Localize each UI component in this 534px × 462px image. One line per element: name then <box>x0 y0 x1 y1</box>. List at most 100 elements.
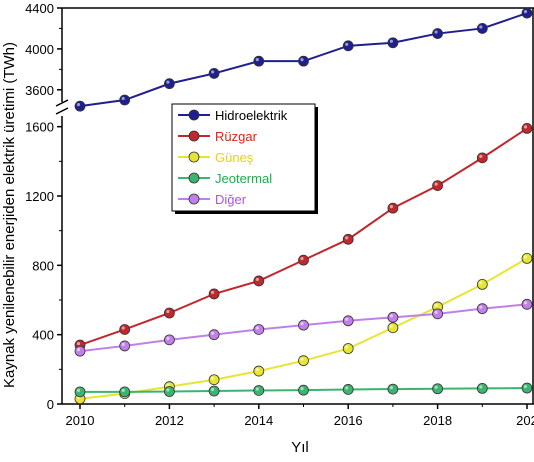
y-tick-label-lower: 0 <box>47 397 54 412</box>
data-point-highlight <box>300 357 304 361</box>
data-point <box>208 329 220 341</box>
legend-marker <box>188 193 200 205</box>
data-point-highlight <box>166 309 170 314</box>
data-point-highlight <box>76 341 81 346</box>
data-point <box>342 384 354 395</box>
data-point <box>387 37 399 49</box>
x-tick-label: 2010 <box>66 413 95 428</box>
data-point-highlight <box>211 290 215 295</box>
legend-marker <box>188 130 200 142</box>
data-point-highlight <box>211 331 215 335</box>
data-point-highlight <box>479 154 483 158</box>
data-point <box>476 382 488 394</box>
data-point-highlight <box>523 301 528 305</box>
data-point-highlight <box>76 348 81 352</box>
x-tick-label: 2018 <box>423 413 452 428</box>
data-point-highlight <box>434 303 438 308</box>
legend-marker <box>188 172 200 184</box>
legend-label: Rüzgar <box>215 129 258 144</box>
data-point <box>387 322 399 334</box>
y-tick-label-upper: 3600 <box>25 83 54 98</box>
y-tick-label-lower: 1600 <box>25 120 54 135</box>
data-point <box>163 334 175 346</box>
y-tick-label-lower: 400 <box>32 328 54 343</box>
axis-break-mark <box>55 107 69 115</box>
data-point-highlight <box>300 257 304 261</box>
data-point <box>521 298 533 310</box>
data-point <box>253 55 265 67</box>
data-point-highlight <box>389 39 393 43</box>
data-point <box>342 233 354 245</box>
data-point <box>387 202 399 214</box>
data-point-highlight <box>389 205 393 209</box>
data-point <box>253 275 265 287</box>
data-point <box>387 311 399 323</box>
data-point <box>476 23 488 34</box>
x-tick-label: 2012 <box>155 413 184 428</box>
data-point <box>298 319 309 331</box>
data-point-highlight <box>166 388 170 392</box>
data-point-highlight <box>121 342 125 347</box>
y-tick-label-upper: 4400 <box>25 1 54 16</box>
data-point-highlight <box>389 324 393 328</box>
data-point <box>521 7 533 19</box>
data-point <box>342 315 354 327</box>
data-point <box>253 385 265 396</box>
data-point-highlight <box>255 277 259 282</box>
data-point-highlight <box>345 386 349 390</box>
data-point-highlight <box>166 383 170 387</box>
data-point <box>208 374 220 386</box>
data-point-highlight <box>166 336 170 340</box>
data-point-highlight <box>434 30 438 34</box>
data-point <box>521 252 533 264</box>
data-point-highlight <box>166 80 170 84</box>
data-point-highlight <box>255 367 259 372</box>
data-point-highlight <box>211 376 215 380</box>
data-point <box>119 386 131 398</box>
data-point-highlight <box>345 317 349 321</box>
data-point-highlight <box>479 281 483 285</box>
legend-marker <box>188 109 200 121</box>
data-point <box>521 382 533 394</box>
data-point <box>119 324 131 335</box>
legend-label: Jeotermal <box>215 171 272 186</box>
data-point-highlight <box>300 387 304 391</box>
y-axis-title: Kaynak yenilenebilir enerjiden elektrik … <box>1 42 18 388</box>
data-point <box>432 28 444 39</box>
data-point <box>208 288 220 300</box>
data-point <box>74 386 86 398</box>
data-point-highlight <box>300 58 304 62</box>
data-point-highlight <box>76 103 81 107</box>
data-point <box>163 386 175 397</box>
data-point <box>387 383 399 395</box>
data-point <box>298 55 309 67</box>
data-point <box>119 94 131 106</box>
data-point-highlight <box>255 58 259 62</box>
data-point <box>432 180 444 192</box>
data-point-highlight <box>345 345 349 349</box>
data-point-highlight <box>345 42 349 46</box>
data-point <box>253 365 265 377</box>
data-point <box>476 303 488 315</box>
data-point <box>476 278 488 290</box>
y-tick-label-upper: 4000 <box>25 42 54 57</box>
data-point <box>163 78 175 90</box>
data-point <box>74 100 86 112</box>
x-tick-label: 2016 <box>334 413 363 428</box>
data-point <box>119 340 131 352</box>
legend-marker <box>188 151 200 163</box>
x-axis-title: Yıl <box>291 439 309 456</box>
x-tick-label: 202 <box>516 413 534 428</box>
y-tick-label-lower: 800 <box>32 258 54 273</box>
data-point <box>432 383 444 395</box>
data-point-highlight <box>479 305 483 309</box>
data-point <box>298 384 309 396</box>
data-point-highlight <box>434 385 438 389</box>
data-point-highlight <box>345 236 349 240</box>
data-point <box>432 308 444 320</box>
data-point-highlight <box>255 326 259 330</box>
data-point-highlight <box>389 314 393 318</box>
data-point-highlight <box>479 385 483 389</box>
data-point <box>298 355 309 367</box>
